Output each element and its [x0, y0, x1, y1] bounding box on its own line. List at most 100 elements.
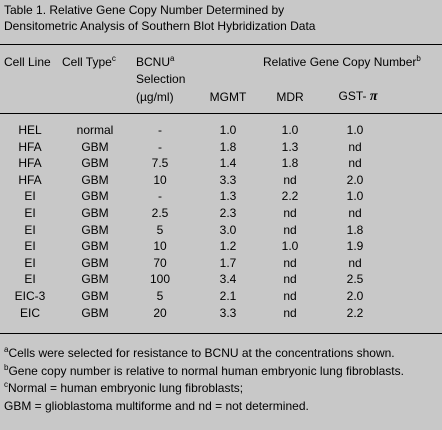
table-cell: EI [24, 189, 36, 204]
table-cell: 5 [156, 222, 164, 237]
header-cell: Cell Line [4, 55, 51, 69]
table-cell: nd [283, 172, 297, 187]
table-cell: - [158, 189, 162, 204]
table-cell: 70 [153, 255, 167, 270]
table-cell: 1.9 [346, 239, 364, 254]
table-cell: nd [348, 139, 362, 154]
rule [0, 333, 442, 334]
table-cell: GBM [81, 289, 109, 303]
table-cell: nd [348, 156, 362, 171]
table-cell: 10 [153, 172, 167, 187]
rule [0, 113, 442, 114]
table-cell: 1.8 [281, 156, 299, 171]
table-cell: HFA [18, 139, 42, 154]
table-cell: 1.3 [219, 189, 237, 204]
table-cell: nd [283, 305, 297, 320]
table-cell: nd [348, 206, 362, 220]
table-cell: 7.5 [151, 156, 169, 171]
table-cell: 1.8 [346, 222, 364, 237]
superscript: b [4, 362, 9, 372]
superscript: a [170, 54, 175, 63]
table-cell: GBM [81, 172, 109, 187]
table-cell: HFA [18, 172, 42, 187]
table-cell: GBM [81, 305, 109, 320]
table-cell: HEL [18, 123, 42, 137]
table-cell: 3.3 [219, 172, 237, 187]
header-cell: Relative Gene Copy Numberb [263, 54, 421, 70]
table-cell: 1.0 [346, 189, 364, 204]
table-cell: 1.3 [281, 139, 299, 154]
table-cell: 2.5 [346, 272, 364, 287]
header-cell: GST- π [338, 89, 377, 104]
table-cell: 1.4 [219, 156, 237, 171]
table-cell: nd [283, 289, 297, 303]
table-cell: GBM [81, 239, 109, 254]
table-cell: 3.0 [219, 222, 237, 237]
table-cell: nd [348, 255, 362, 270]
table-cell: 1.2 [219, 239, 237, 254]
table-cell: EI [24, 222, 36, 237]
table-cell: 2.3 [219, 206, 237, 220]
table-cell: GBM [81, 272, 109, 287]
header-cell: MDR [276, 90, 304, 104]
header-text: BCNU [136, 55, 171, 69]
header-cell: BCNUa [136, 54, 175, 70]
footnote-text: GBM = glioblastoma multiforme and nd = n… [4, 398, 309, 413]
table-cell: EIC [19, 305, 41, 320]
table-cell: 1.0 [281, 239, 299, 254]
table-cell: GBM [81, 139, 109, 154]
table-cell: GBM [81, 189, 109, 204]
table-cell: GBM [81, 156, 109, 171]
rule [0, 44, 442, 45]
table-cell: nd [283, 222, 297, 237]
greek-symbol: π [369, 89, 378, 104]
header-text: Selection [136, 72, 186, 86]
table-cell: 2.0 [346, 172, 364, 187]
table-cell: EI [24, 272, 36, 287]
table-cell: EI [24, 206, 36, 220]
table-cell: normal [76, 123, 114, 137]
footnote: cNormal = human embryonic lung fibroblas… [4, 380, 244, 396]
table-cell: 20 [153, 305, 167, 320]
table-cell: 1.7 [219, 255, 237, 270]
header-text: Cell Type [62, 55, 112, 69]
table-cell: 1.0 [346, 123, 364, 137]
footnote-text: Cells were selected for resistance to BC… [8, 346, 395, 360]
superscript: c [4, 380, 8, 389]
table-cell: EIC-3 [14, 289, 46, 303]
footnote-text: Normal = human embryonic lung fibroblast… [8, 381, 244, 395]
table-cell: 1.8 [219, 139, 237, 154]
footnote: GBM = glioblastoma multiforme and nd = n… [4, 399, 309, 413]
header-cell: Cell Typec [62, 54, 116, 70]
footnote: bGene copy number is relative to normal … [4, 362, 404, 378]
table-cell: GBM [81, 206, 109, 220]
table-cell: GBM [81, 222, 109, 237]
table-cell: EI [24, 255, 36, 270]
superscript: a [4, 345, 9, 354]
table-cell: 2.2 [281, 189, 299, 204]
table-cell: 2.2 [346, 305, 364, 320]
superscript: c [111, 54, 116, 63]
table-cell: 1.0 [219, 123, 237, 137]
title-line: Densitometric Analysis of Southern Blot … [4, 19, 316, 33]
table-cell: 3.4 [219, 272, 237, 287]
table-cell: 2.1 [219, 289, 237, 303]
table-cell: 2.0 [346, 289, 364, 303]
table-cell: 1.0 [281, 123, 299, 137]
table-cell: 100 [149, 272, 171, 287]
table-cell: 2.5 [151, 206, 169, 220]
table-cell: HFA [18, 156, 42, 171]
table-cell: 3.3 [219, 305, 237, 320]
title-line: Table 1. Relative Gene Copy Number Deter… [4, 3, 285, 17]
table-cell: nd [283, 272, 297, 287]
table-cell: 10 [153, 239, 167, 254]
table-cell: nd [283, 206, 297, 220]
header-text: (µg/ml) [136, 90, 174, 104]
footnote: aCells were selected for resistance to B… [4, 345, 395, 361]
table-cell: 5 [156, 289, 164, 303]
table-cell: - [158, 139, 162, 154]
header-text: GST- [338, 89, 367, 103]
header-cell: MGMT [209, 90, 247, 104]
superscript: b [416, 54, 421, 63]
